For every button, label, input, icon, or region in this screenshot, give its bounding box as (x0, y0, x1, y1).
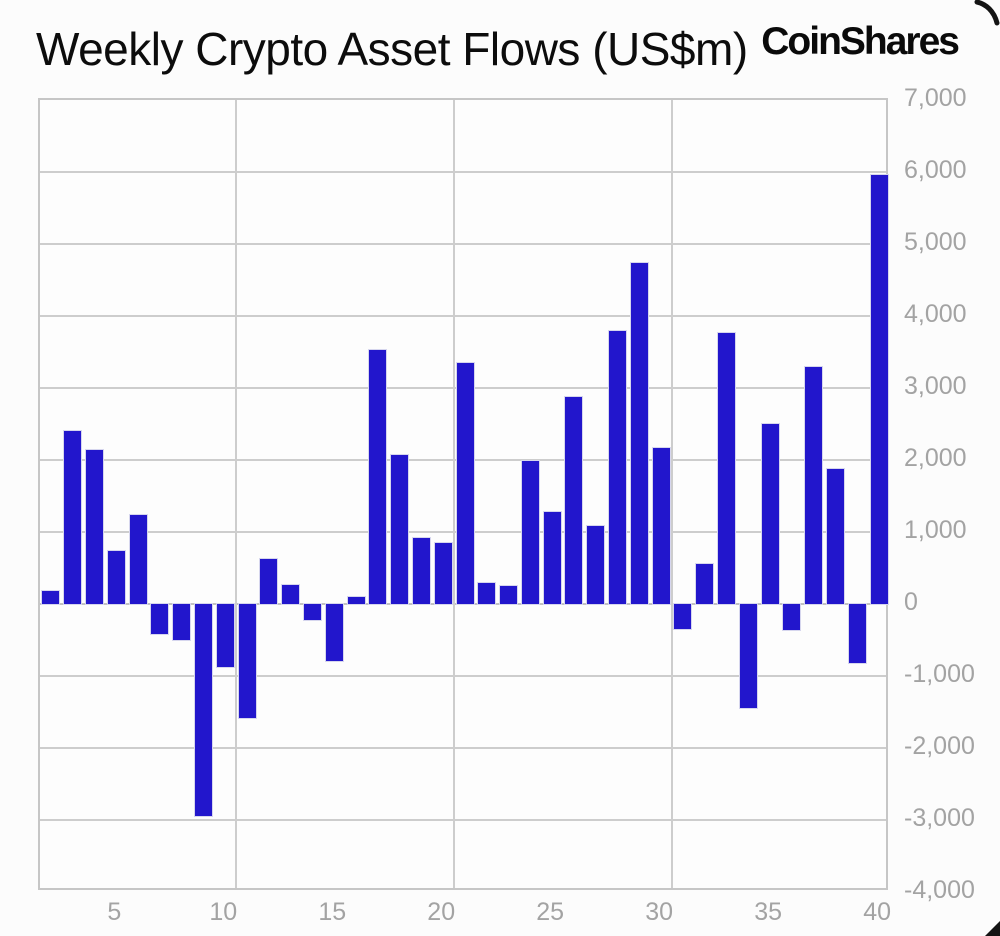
bar-week-39 (848, 604, 866, 664)
h-gridline (40, 243, 886, 245)
bar-week-3 (64, 431, 82, 604)
x-tick-label: 10 (209, 898, 238, 926)
bar-week-6 (129, 514, 147, 604)
bar-week-33 (718, 333, 736, 604)
zero-line (40, 603, 886, 605)
bar-week-16 (347, 596, 365, 604)
v-gridline (235, 100, 238, 888)
plot-area (38, 98, 888, 890)
bar-week-22 (478, 583, 496, 604)
bar-week-37 (805, 367, 823, 604)
bar-week-21 (456, 362, 474, 604)
v-gridline (671, 100, 674, 888)
bar-week-11 (238, 604, 256, 718)
bar-week-15 (325, 604, 343, 661)
bar-week-18 (391, 454, 409, 604)
y-tick-label: 2,000 (904, 444, 967, 472)
y-tick-label: -2,000 (904, 732, 975, 760)
y-tick-label: 3,000 (904, 372, 967, 400)
bar-week-10 (216, 604, 234, 668)
x-tick-label: 40 (863, 898, 891, 926)
bar-week-4 (85, 449, 103, 604)
y-tick-label: -4,000 (904, 876, 975, 904)
bar-week-34 (739, 604, 757, 708)
bar-week-36 (783, 604, 801, 630)
bar-week-5 (107, 551, 125, 604)
bar-week-8 (173, 604, 191, 640)
h-gridline (40, 675, 886, 677)
bar-week-38 (827, 468, 844, 604)
bar-week-13 (282, 584, 300, 604)
bar-week-28 (609, 330, 627, 604)
x-tick-label: 35 (754, 898, 783, 926)
bar-week-40 (870, 174, 888, 604)
bar-week-29 (630, 262, 648, 604)
bar-week-26 (565, 396, 583, 604)
y-tick-label: -3,000 (904, 804, 975, 832)
h-gridline (40, 315, 886, 317)
bar-week-20 (434, 542, 452, 604)
cropped-icon-fragment-top-right (974, 0, 1000, 26)
y-tick-label: 4,000 (904, 300, 967, 328)
bar-week-25 (543, 511, 561, 604)
bar-week-2 (42, 591, 60, 604)
bar-week-35 (761, 424, 779, 604)
bar-week-24 (521, 461, 539, 604)
bar-week-14 (303, 604, 321, 620)
x-tick-label: 5 (107, 898, 122, 926)
bar-week-30 (652, 448, 670, 604)
h-gridline (40, 171, 886, 173)
cropped-icon-fragment-bottom-right (985, 921, 1000, 936)
h-gridline (40, 819, 886, 821)
x-tick-label: 15 (318, 898, 347, 926)
y-tick-label: 1,000 (904, 516, 967, 544)
coinshares-logo: CoinShares (761, 20, 960, 63)
bar-week-12 (260, 559, 278, 604)
y-tick-label: 5,000 (904, 228, 967, 256)
bar-week-17 (369, 349, 387, 604)
bar-week-27 (587, 525, 605, 604)
x-tick-label: 30 (645, 898, 674, 926)
bar-week-9 (194, 604, 212, 817)
y-tick-label: -1,000 (904, 660, 975, 688)
bar-week-32 (696, 564, 714, 604)
x-tick-label: 25 (536, 898, 565, 926)
y-tick-label: 0 (904, 588, 918, 616)
y-tick-label: 6,000 (904, 156, 967, 184)
chart-title: Weekly Crypto Asset Flows (US$m) (36, 23, 748, 75)
bar-week-23 (500, 586, 518, 604)
x-tick-label: 20 (427, 898, 456, 926)
y-tick-label: 7,000 (904, 84, 967, 112)
h-gridline (40, 747, 886, 749)
v-gridline (453, 100, 456, 888)
bar-week-7 (151, 604, 169, 634)
bar-week-31 (674, 604, 692, 630)
bar-week-19 (412, 538, 430, 604)
